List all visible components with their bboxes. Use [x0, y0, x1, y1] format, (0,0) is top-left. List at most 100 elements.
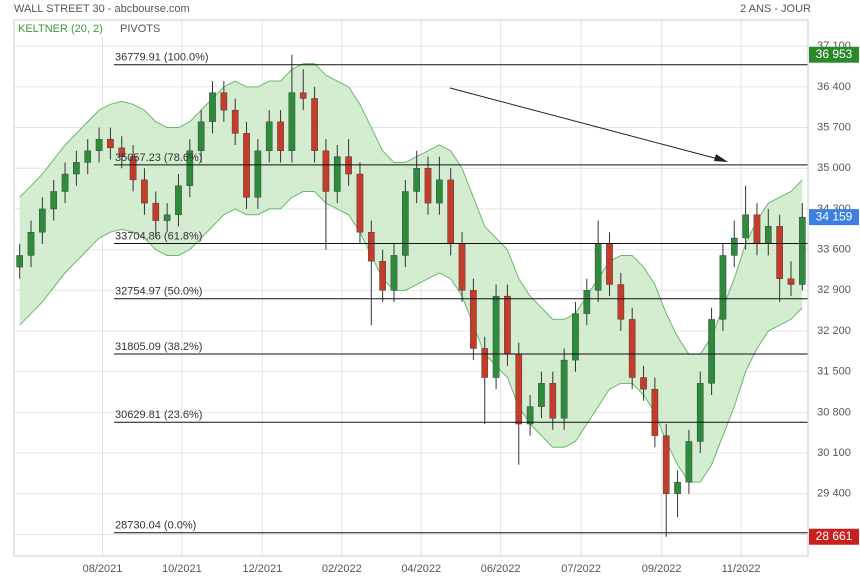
x-tick-label: 09/2022	[642, 563, 682, 575]
pivot-label: 32754.97 (50.0%)	[115, 286, 202, 298]
y-tick-label: 30 800	[817, 406, 851, 418]
candle-body	[549, 383, 557, 419]
candle-body	[481, 348, 489, 378]
candle-body	[39, 208, 46, 233]
x-tick-label: 08/2021	[83, 563, 123, 575]
legend-item: KELTNER (20, 2)	[18, 23, 103, 35]
candle-body	[628, 319, 636, 378]
candle-body	[560, 359, 568, 419]
candle-body	[84, 150, 92, 163]
y-tick-label: 31 500	[817, 366, 851, 378]
y-tick-label: 32 200	[817, 325, 851, 337]
candle-body	[186, 150, 194, 186]
candle-body	[402, 191, 409, 256]
candle-body	[526, 406, 534, 425]
candle-body	[175, 185, 182, 215]
y-tick-label: 32 900	[817, 284, 851, 296]
candle-body	[492, 295, 500, 378]
candle-body	[458, 243, 466, 291]
candle-body	[640, 377, 647, 390]
plot-frame	[13, 19, 809, 557]
price-badge	[809, 46, 859, 63]
candle-body	[413, 168, 420, 192]
x-tick-label: 02/2022	[322, 563, 362, 575]
candle-body	[209, 92, 216, 122]
pivot-label: 28730.04 (0.0%)	[115, 520, 196, 532]
candle-body	[799, 216, 806, 285]
x-tick-label: 07/2022	[561, 563, 601, 575]
candle-body	[662, 435, 670, 494]
candle-body	[753, 214, 761, 245]
candle-body	[390, 255, 398, 291]
candle-body	[322, 150, 330, 192]
candle-body	[254, 150, 262, 198]
y-tick-label: 30 100	[817, 447, 851, 459]
candle-body	[730, 237, 738, 256]
chart-title: WALL STREET 30 - abcbourse.com	[14, 3, 190, 15]
candle-body	[107, 138, 114, 149]
candle-body	[436, 179, 443, 204]
y-tick-label: 33 600	[817, 244, 851, 256]
candle-body	[311, 98, 318, 152]
candle-body	[220, 92, 228, 111]
candle-body	[742, 214, 749, 239]
candle-body	[606, 243, 613, 285]
candle-body	[594, 243, 602, 291]
period-label: 2 ANS - JOUR	[740, 3, 811, 15]
candle-body	[696, 383, 704, 442]
candle-body	[708, 319, 715, 384]
candle-body	[73, 162, 80, 175]
arrow-head	[714, 154, 728, 162]
candle-body	[356, 173, 364, 233]
x-tick-label: 11/2022	[722, 563, 761, 575]
legend-bg	[16, 21, 176, 36]
candle-body	[504, 295, 511, 355]
candle-body	[367, 231, 375, 262]
candle-body	[16, 255, 23, 268]
pivot-label: 31805.09 (38.2%)	[115, 341, 202, 353]
candle-body	[787, 278, 795, 285]
trend-arrow	[449, 87, 723, 161]
candles	[16, 54, 806, 537]
candle-body	[50, 191, 58, 210]
pivot-label: 35057.23 (78.6%)	[115, 152, 202, 164]
price-badge-label: 34 159	[816, 209, 853, 223]
candle-body	[447, 179, 455, 245]
candle-body	[651, 388, 659, 436]
price-badge	[809, 528, 859, 545]
candle-body	[572, 313, 579, 361]
candle-body	[141, 179, 148, 204]
x-tick-label: 10/2021	[162, 563, 202, 575]
candle-body	[470, 290, 477, 349]
candle-body	[333, 156, 341, 192]
candle-body	[379, 261, 386, 291]
candle-body	[265, 121, 273, 152]
x-tick-label: 04/2022	[401, 563, 441, 575]
candle-body	[163, 214, 171, 221]
candle-body	[288, 92, 296, 152]
candle-body	[764, 226, 772, 245]
pivots: 36779.91 (100.0%) 35057.23 (78.6%) 33704.8…	[114, 52, 808, 534]
candle-body	[129, 156, 137, 181]
x-tick-label: 12/2021	[243, 563, 283, 575]
candle-body	[424, 168, 432, 204]
candle-body	[231, 109, 239, 134]
candle-body	[61, 173, 69, 192]
candle-body	[152, 202, 160, 221]
price-badge-label: 28 661	[816, 529, 853, 543]
candle-body	[776, 226, 783, 279]
candle-body	[299, 92, 307, 99]
band-upper	[19, 63, 803, 355]
y-tick-label: 35 000	[817, 162, 851, 174]
candle-body	[685, 441, 693, 483]
y-tick-label: 36 400	[817, 81, 851, 93]
band-area	[19, 63, 803, 483]
candle-body	[538, 383, 545, 407]
candle-body	[583, 290, 591, 314]
candle-body	[617, 284, 625, 320]
pivot-label: 36779.91 (100.0%)	[115, 52, 209, 64]
candle-body	[197, 121, 205, 152]
price-badge	[809, 209, 859, 226]
